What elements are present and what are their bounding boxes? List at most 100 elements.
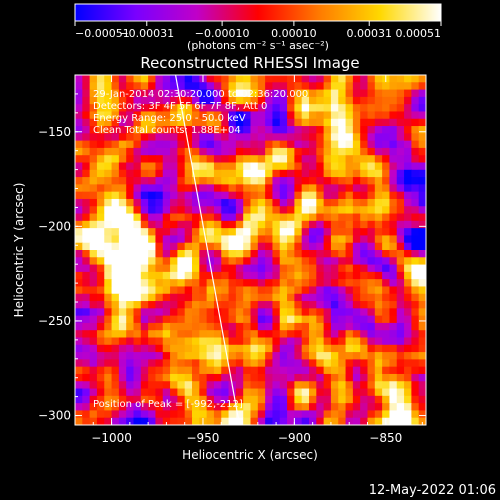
heatmap-cell <box>360 395 369 404</box>
heatmap-cell <box>126 96 135 105</box>
heatmap-cell <box>170 315 178 324</box>
heatmap-cell <box>75 279 83 288</box>
heatmap-cell <box>301 337 310 346</box>
heatmap-cell <box>184 373 193 382</box>
heatmap-cell <box>330 315 339 324</box>
heatmap-cell <box>118 403 127 412</box>
heatmap-cell <box>367 286 376 295</box>
heatmap-cell <box>126 337 135 346</box>
heatmap-cell <box>316 388 325 397</box>
heatmap-cell <box>221 286 230 295</box>
heatmap-cell <box>213 366 222 375</box>
heatmap-cell <box>279 388 288 397</box>
heatmap-cell <box>118 352 127 360</box>
heatmap-cell <box>374 169 383 178</box>
heatmap-cell <box>272 417 281 425</box>
heatmap-cell <box>374 417 383 425</box>
heatmap-cell <box>265 381 274 390</box>
heatmap-cell <box>330 293 339 302</box>
heatmap-cell <box>323 403 332 412</box>
heatmap-cell <box>104 133 113 142</box>
heatmap-cell <box>206 410 215 419</box>
heatmap-cell <box>206 381 215 390</box>
heatmap-cell <box>184 359 193 368</box>
heatmap-cell <box>162 352 171 360</box>
heatmap-cell <box>316 308 325 317</box>
heatmap-cell <box>250 381 259 390</box>
heatmap-cell <box>316 395 325 404</box>
heatmap-cell <box>418 344 426 353</box>
heatmap-cell <box>367 330 376 339</box>
heatmap-cell <box>301 257 310 266</box>
heatmap-cell <box>338 104 347 113</box>
heatmap-cell <box>235 184 244 193</box>
heatmap-cell <box>206 75 215 83</box>
heatmap-cell <box>228 126 237 134</box>
heatmap-cell <box>345 235 354 244</box>
heatmap-cell <box>382 388 391 397</box>
heatmap-cell <box>177 140 186 149</box>
heatmap-cell <box>82 89 91 98</box>
heatmap-cell <box>111 235 120 244</box>
heatmap-cell <box>82 373 91 382</box>
heatmap-cell <box>309 315 317 324</box>
heatmap-cell <box>221 169 230 178</box>
heatmap-cell <box>162 257 171 266</box>
heatmap-cell <box>75 308 83 317</box>
heatmap-cell <box>352 352 361 360</box>
heatmap-cell <box>396 140 405 149</box>
heatmap-cell <box>177 126 186 134</box>
heatmap-cell <box>118 220 127 229</box>
heatmap-cell <box>316 301 325 309</box>
heatmap-cell <box>301 403 310 412</box>
heatmap-cell <box>133 344 142 353</box>
heatmap-cell <box>140 220 149 229</box>
heatmap-cell <box>294 410 303 419</box>
heatmap-cell <box>396 301 405 309</box>
heatmap-cell <box>221 330 230 339</box>
heatmap-cell <box>396 111 405 120</box>
heatmap-cell <box>221 366 230 375</box>
heatmap-cell <box>148 293 157 302</box>
heatmap-cell <box>250 191 259 200</box>
heatmap-cell <box>235 337 244 346</box>
heatmap-cell <box>352 206 361 215</box>
x-tick-label: −900 <box>278 431 311 445</box>
heatmap-cell <box>170 213 178 222</box>
heatmap-cell <box>367 417 376 425</box>
heatmap-cell <box>345 220 354 229</box>
heatmap-cell <box>162 89 171 98</box>
heatmap-cell <box>243 177 252 185</box>
heatmap-cell <box>206 104 215 113</box>
heatmap-cell <box>126 206 135 215</box>
heatmap-cell <box>111 366 120 375</box>
heatmap-cell <box>257 111 266 120</box>
heatmap-cell <box>418 366 426 375</box>
heatmap-cell <box>221 126 230 134</box>
heatmap-cell <box>133 250 142 258</box>
heatmap-cell <box>345 344 354 353</box>
heatmap-cell <box>360 250 369 258</box>
heatmap-cell <box>287 308 295 317</box>
heatmap-cell <box>323 373 332 382</box>
heatmap-cell <box>140 118 149 127</box>
heatmap-cell <box>89 220 98 229</box>
heatmap-cell <box>279 344 288 353</box>
heatmap-cell <box>126 169 135 178</box>
heatmap-cell <box>279 403 288 412</box>
heatmap-cell <box>338 162 347 171</box>
heatmap-cell <box>404 359 412 368</box>
heatmap-cell <box>82 220 91 229</box>
heatmap-cell <box>382 308 391 317</box>
heatmap-cell <box>330 366 339 375</box>
heatmap-cell <box>323 271 332 280</box>
heatmap-cell <box>162 213 171 222</box>
heatmap-cell <box>411 96 420 105</box>
heatmap-cell <box>148 344 157 353</box>
heatmap-cell <box>279 162 288 171</box>
heatmap-cell <box>155 133 164 142</box>
heatmap-cell <box>330 89 339 98</box>
heatmap-cell <box>345 140 354 149</box>
heatmap-cell <box>206 82 215 91</box>
heatmap-cell <box>199 155 208 164</box>
